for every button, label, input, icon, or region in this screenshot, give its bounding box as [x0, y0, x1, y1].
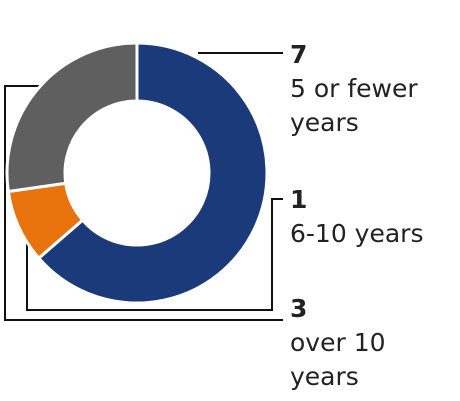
category-label: over 10 years: [290, 328, 386, 391]
data-label: 1: [290, 185, 308, 214]
leader-lines: [4, 52, 283, 321]
donut-slice: [5, 41, 139, 194]
label-group: 7 5 or fewer years: [290, 38, 450, 140]
category-label: 6-10 years: [290, 219, 424, 248]
data-label: 7: [290, 40, 308, 69]
category-label: 5 or fewer years: [290, 74, 418, 137]
leader-line: [4, 85, 283, 321]
slices: [5, 41, 269, 305]
label-group: 1 6-10 years: [290, 183, 450, 251]
label-group: 3 over 10 years: [290, 292, 450, 394]
donut-slice: [36, 41, 269, 305]
data-label: 3: [290, 294, 308, 323]
leader-line: [26, 196, 283, 311]
